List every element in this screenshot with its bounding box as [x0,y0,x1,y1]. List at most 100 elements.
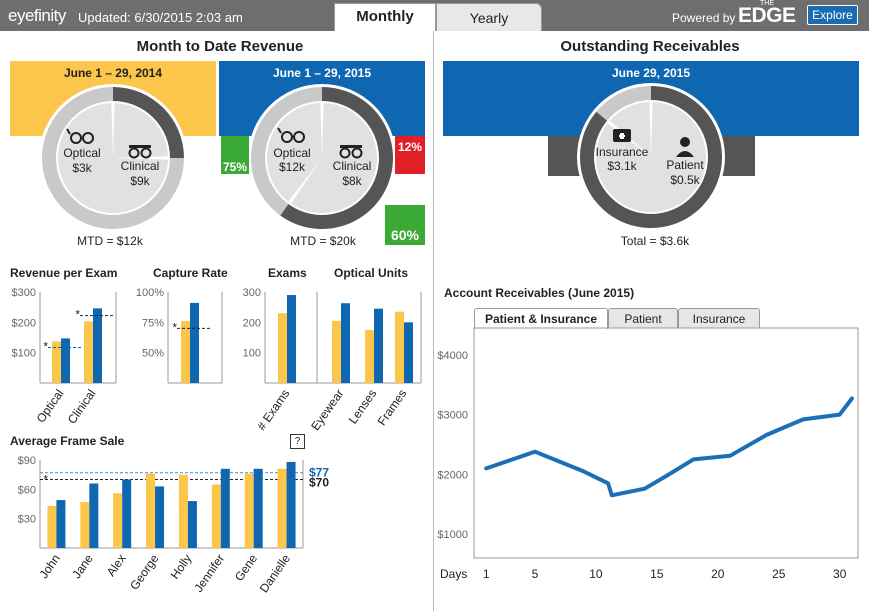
frame-cat-6: Gene [232,551,260,583]
ar-xtick-1: 5 [532,567,539,581]
units-bar-current-3 [404,322,413,383]
person-icon-head [680,137,690,147]
exams-tick-0: 300 [243,287,261,299]
current-donut-inner-right [267,103,322,202]
exams-tick-2: 100 [243,348,261,360]
prior-clinical-value: $9k [130,174,150,188]
current-clinical-icon-lens-l [339,147,351,159]
receivables-donut-inner-right [609,102,651,157]
frame-cat-0: John [36,552,62,581]
capture-tick-2: 50% [142,348,164,360]
rpe-bar-current-1 [93,308,102,383]
units-cat-0: # Exams [254,387,292,433]
prior-optical-label: Optical [63,146,101,160]
ar-ytick-1: $3000 [437,410,468,422]
current-clinical-icon-lens-r [351,147,363,159]
optical-growth-badge: 75% [221,136,249,174]
prior-clinical-label: Clinical [120,159,160,173]
optical-units-title: Optical Units [334,266,409,280]
prior-clinical-icon-lens-r [140,147,152,159]
frame-bar-current-4 [187,501,197,548]
tab-yearly[interactable]: Yearly [436,3,542,31]
total-growth-value: 60% [390,227,420,243]
ar-series-line [484,396,854,498]
current-donut-inner-left [291,103,377,214]
units-bar-prior-2 [365,329,374,383]
prior-optical-value: $3k [72,161,92,175]
tab-insurance[interactable]: Insurance [678,308,760,328]
powered-by-label: Powered by [672,11,736,25]
frame-bar-prior-0 [47,505,57,548]
rpe-cat-0: Optical [34,387,67,426]
frame-cat-1: Jane [69,551,96,581]
frame-bar-current-5 [220,468,230,548]
tab-patient-insurance[interactable]: Patient & Insurance [474,308,608,329]
receivables-date: June 29, 2015 [611,66,691,80]
frame-target-blue-label: $77 [309,466,329,480]
current-optical-icon-lens-r [293,131,305,143]
units-bar-prior-0 [278,313,287,383]
ar-xtick-2: 10 [589,567,603,581]
current-optical-icon-lens-l [281,131,293,143]
prior-period-label: June 1 – 29, 2014 [63,66,163,80]
frame-bar-current-3 [155,486,165,548]
frame-cat-4: Holly [168,552,195,582]
frame-tick-1: $60 [18,484,36,496]
frame-bar-prior-1 [80,502,90,548]
frame-bar-prior-4 [178,474,188,548]
prior-donut-inner-right [57,103,168,213]
units-bar-current-0 [287,295,296,383]
tab-monthly[interactable]: Monthly [334,3,436,31]
updated-timestamp: Updated: 6/30/2015 2:03 am [78,10,243,25]
frame-bar-prior-7 [277,468,287,548]
ar-xtick-0: 1 [483,567,490,581]
rpe-tick-2: $100 [12,348,36,360]
insurance-label: Insurance [595,145,649,159]
frame-cat-3: George [127,551,162,592]
patient-value: $0.5k [670,173,700,187]
current-mtd: MTD = $20k [290,234,356,248]
frame-cat-2: Alex [104,552,129,579]
units-bar-prior-1 [332,320,341,383]
exams-tick-1: 200 [243,317,261,329]
clinical-decline-badge: 12% [395,136,425,174]
help-icon[interactable]: ? [290,434,305,449]
prior-optical-icon-lens-l [70,132,82,144]
revenue-per-exam-title: Revenue per Exam [10,266,118,280]
brand-the: THE [760,0,774,7]
optical-growth-value: 75% [222,160,248,174]
ar-ytick-0: $4000 [437,350,468,362]
ar-ytick-3: $1000 [437,529,468,541]
frame-target-mark: * [43,473,48,487]
frame-bar-prior-5 [211,484,221,548]
frame-tick-0: $90 [18,455,36,467]
capture-rate-title: Capture Rate [153,266,228,280]
clinical-decline-value: 12% [397,140,423,154]
tab-patient[interactable]: Patient [608,308,678,328]
rpe-bar-prior-1 [84,321,93,383]
frame-bar-prior-2 [113,493,123,548]
capture-tick-0: 100% [136,287,164,299]
prior-clinical-icon-lens-l [128,147,140,159]
ar-xtick-5: 25 [772,567,786,581]
briefcase-icon-cross-h [619,135,625,137]
ar-ytick-2: $2000 [437,469,468,481]
patient-label: Patient [666,158,704,172]
revenue-title: Month to Date Revenue [136,38,304,55]
frame-bar-current-6 [253,468,263,548]
ar-plot-frame [473,327,859,559]
frame-target-black-label: $70 [309,476,329,490]
ar-xtick-4: 20 [711,567,725,581]
receivables-donut-inner-left [595,102,706,212]
frame-bar-current-2 [122,479,132,548]
current-optical-icon-arm [277,127,282,134]
units-bar-current-2 [374,308,383,383]
rpe-cat-1: Clinical [65,387,99,427]
current-optical-value: $12k [278,160,306,174]
capture-target-mark: * [172,320,177,334]
ar-xtick-6: 30 [833,567,847,581]
frame-cat-7: Danielle [257,551,294,595]
explore-button[interactable]: Explore [807,5,858,25]
